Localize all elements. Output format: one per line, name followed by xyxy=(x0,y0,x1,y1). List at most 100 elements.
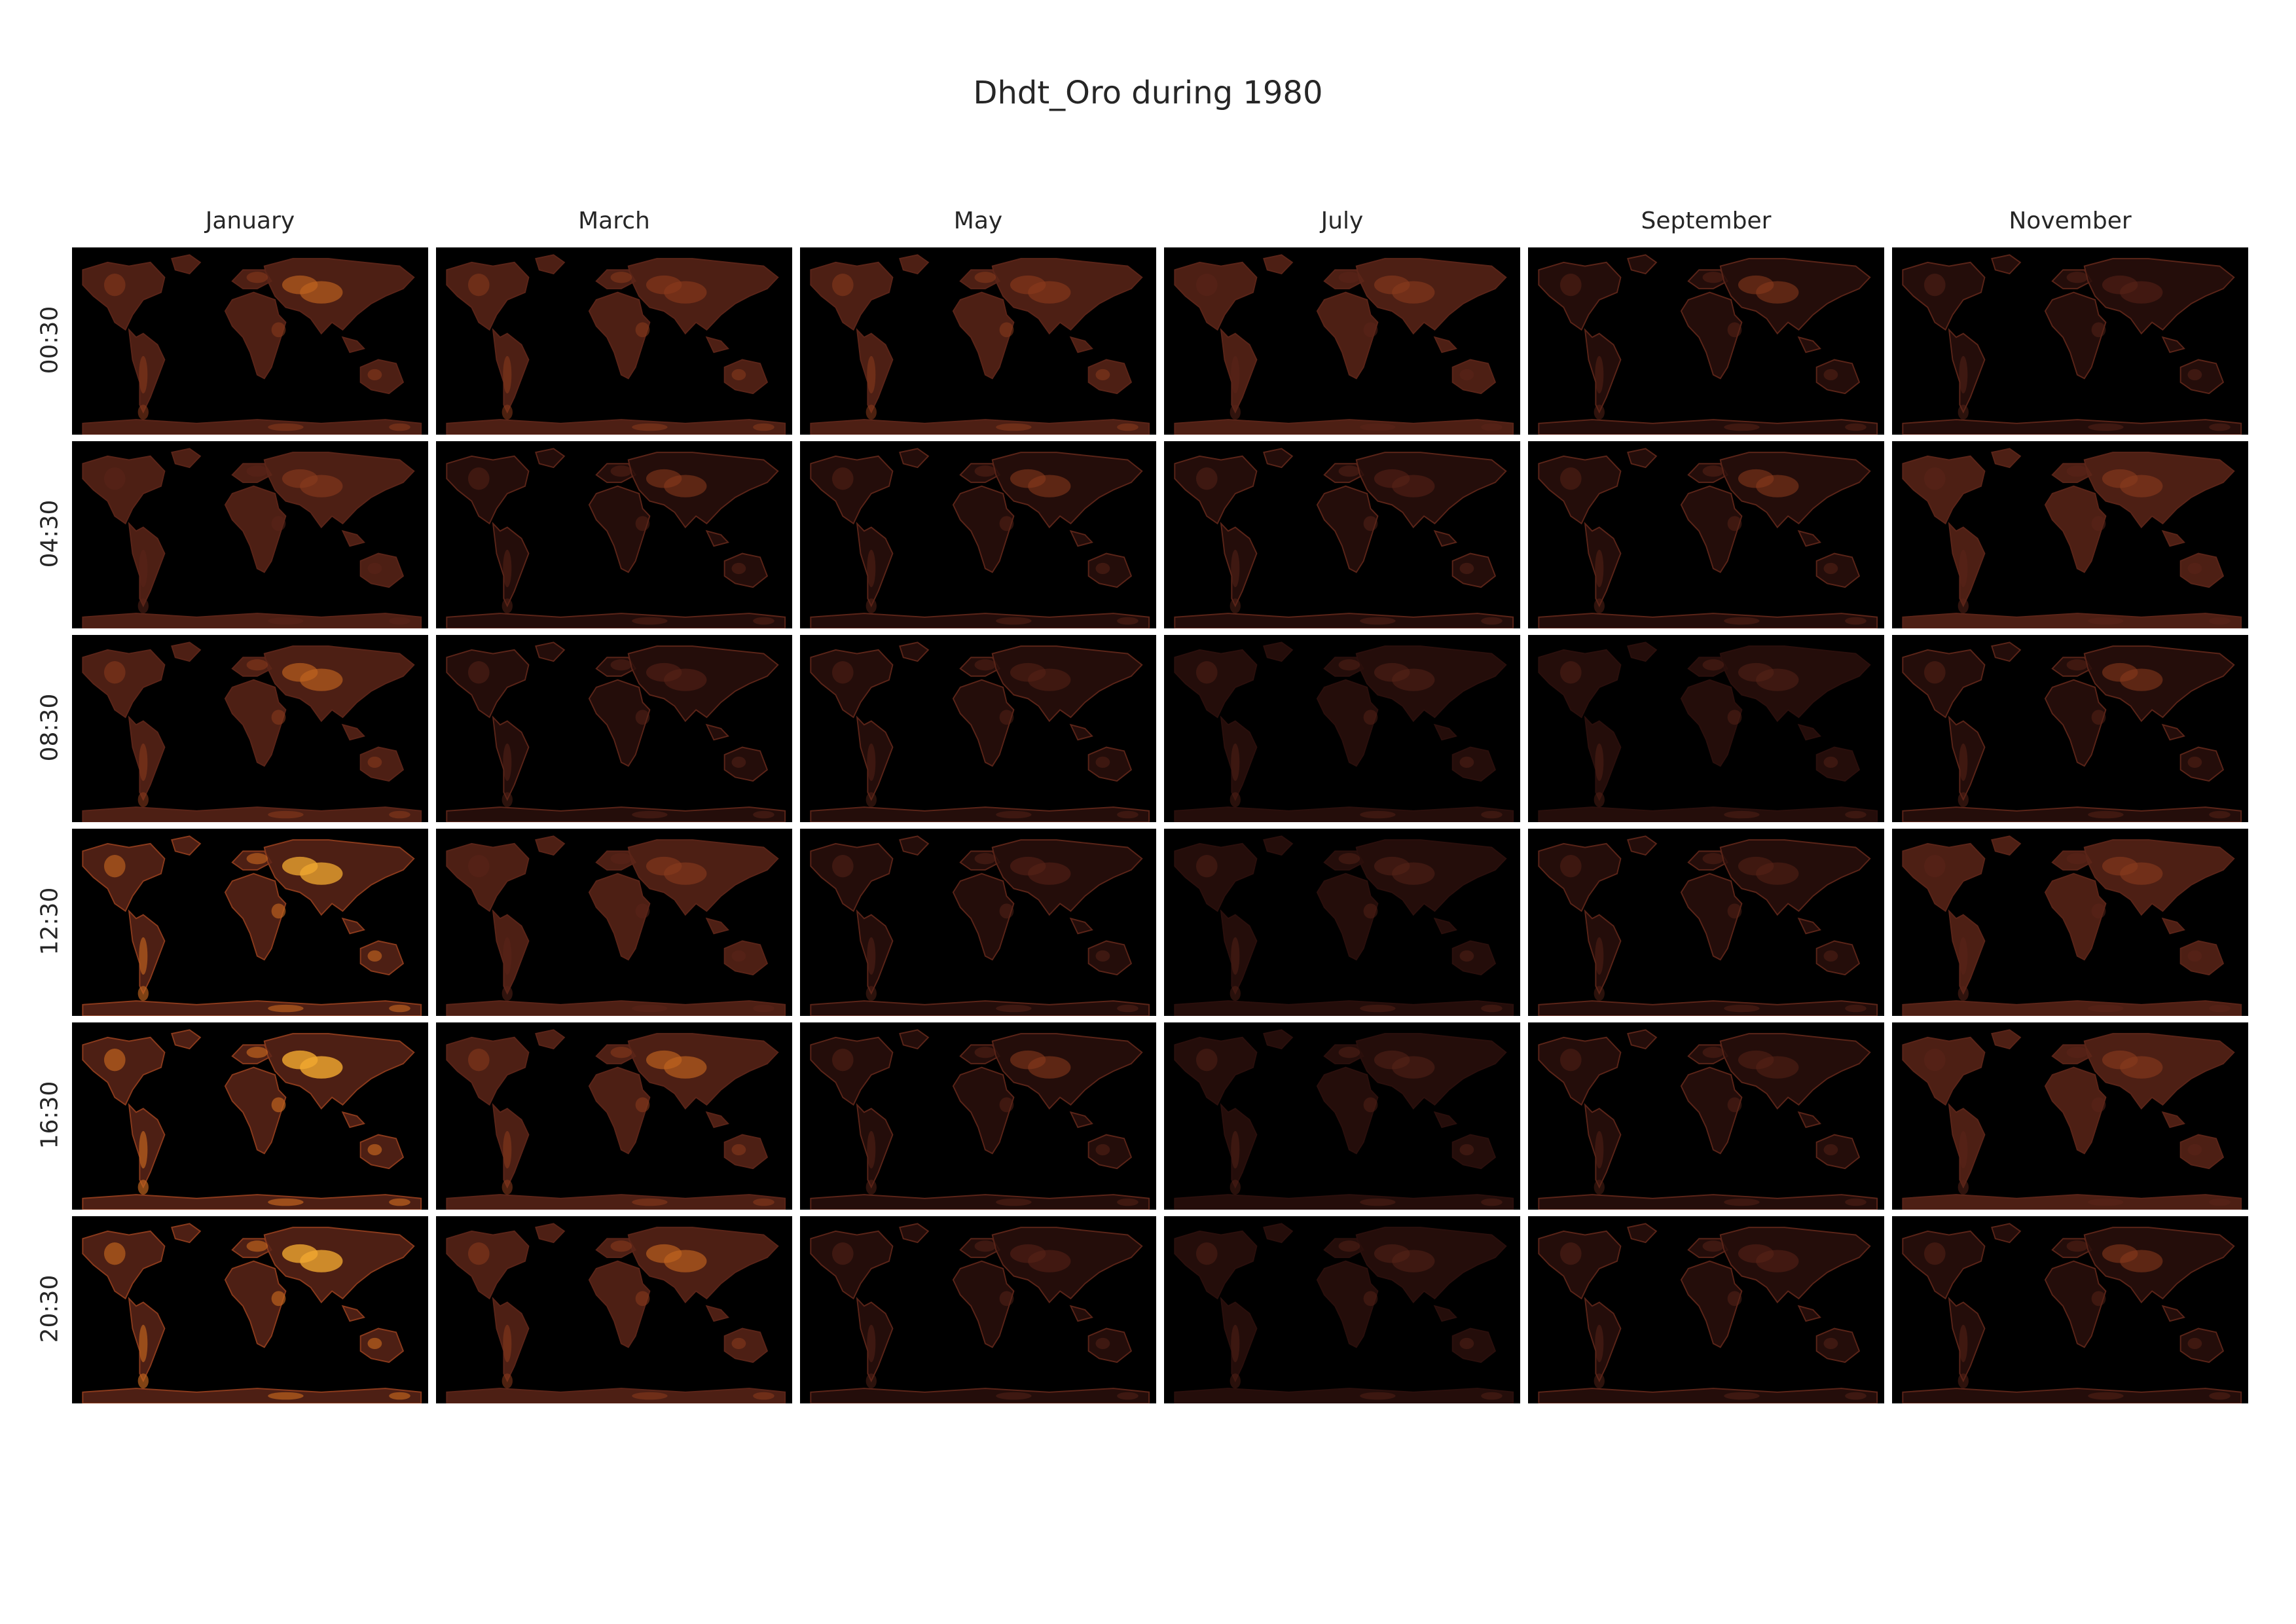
land-mass xyxy=(1680,679,1743,767)
intensity-spot xyxy=(1392,1250,1435,1272)
intensity-spot xyxy=(1959,355,1968,394)
intensity-spot xyxy=(2102,662,2138,682)
row-label: 08:30 xyxy=(16,694,79,762)
land-mass xyxy=(1538,1194,1878,1210)
land-mass xyxy=(810,1194,1150,1210)
intensity-spot xyxy=(1459,369,1474,381)
land-mass xyxy=(705,1111,729,1128)
world-map xyxy=(1174,1223,1514,1403)
land-mass xyxy=(1902,806,2242,822)
intensity-spot xyxy=(1338,272,1360,283)
land-mass xyxy=(1538,806,1878,822)
intensity-spot xyxy=(866,1180,877,1195)
land-mass xyxy=(1902,455,1986,525)
intensity-spot xyxy=(1702,272,1724,283)
intensity-spot xyxy=(1756,668,1799,691)
world-map xyxy=(1538,835,1878,1016)
land-mass xyxy=(1627,1223,1658,1244)
intensity-spot xyxy=(367,756,382,768)
map-panel xyxy=(1528,247,1884,435)
land-mass xyxy=(446,1000,786,1016)
intensity-spot xyxy=(753,617,774,625)
intensity-spot xyxy=(635,1097,650,1113)
land-mass xyxy=(171,1029,202,1050)
intensity-spot xyxy=(1559,855,1582,878)
land-mass xyxy=(588,1066,651,1155)
intensity-spot xyxy=(1230,1180,1241,1195)
world-map xyxy=(446,1223,786,1403)
intensity-spot xyxy=(1363,1097,1378,1113)
land-mass xyxy=(341,1305,365,1322)
land-mass xyxy=(705,917,729,935)
land-mass xyxy=(856,1297,894,1382)
intensity-spot xyxy=(1738,1050,1774,1070)
intensity-spot xyxy=(867,355,876,394)
world-map xyxy=(1902,1223,2242,1403)
land-mass xyxy=(359,1134,405,1170)
intensity-spot xyxy=(1845,617,1867,625)
map-panel xyxy=(72,635,428,822)
intensity-spot xyxy=(731,369,746,381)
land-mass xyxy=(723,359,769,395)
land-mass xyxy=(810,1388,1150,1403)
land-mass xyxy=(1355,1227,1507,1304)
intensity-spot xyxy=(1727,322,1742,338)
land-mass xyxy=(1433,336,1457,353)
land-mass xyxy=(952,291,1015,380)
intensity-spot xyxy=(467,1242,490,1265)
land-mass xyxy=(1627,835,1658,856)
land-mass xyxy=(224,485,287,573)
land-mass xyxy=(810,1230,894,1300)
land-mass xyxy=(1451,1327,1497,1363)
intensity-spot xyxy=(1595,355,1604,394)
intensity-spot xyxy=(610,659,632,671)
intensity-spot xyxy=(610,272,632,283)
land-mass xyxy=(1451,552,1497,588)
world-map xyxy=(1538,1029,1878,1210)
land-mass xyxy=(535,254,566,275)
intensity-spot xyxy=(1010,469,1046,488)
land-mass xyxy=(2044,291,2107,380)
column-label: January xyxy=(205,208,295,234)
intensity-spot xyxy=(610,853,632,865)
intensity-spot xyxy=(389,810,410,819)
land-mass xyxy=(1902,649,1986,719)
land-mass xyxy=(359,746,405,782)
land-mass xyxy=(1316,679,1379,767)
intensity-spot xyxy=(1594,405,1605,420)
intensity-spot xyxy=(103,467,126,490)
intensity-spot xyxy=(1958,1373,1969,1389)
land-mass xyxy=(1174,261,1258,331)
land-mass xyxy=(952,873,1015,961)
land-mass xyxy=(1627,448,1658,469)
intensity-spot xyxy=(467,274,490,297)
intensity-spot xyxy=(1231,743,1240,782)
world-map xyxy=(810,254,1150,435)
world-map xyxy=(1902,641,2242,822)
intensity-spot xyxy=(831,661,854,684)
land-mass xyxy=(810,842,894,912)
land-mass xyxy=(1263,1029,1294,1050)
land-mass xyxy=(1263,641,1294,662)
intensity-spot xyxy=(271,710,286,725)
intensity-spot xyxy=(1727,1291,1742,1307)
intensity-spot xyxy=(246,465,268,477)
land-mass xyxy=(1797,723,1821,741)
land-mass xyxy=(723,552,769,588)
intensity-spot xyxy=(389,1392,410,1400)
map-panel xyxy=(72,829,428,1016)
intensity-spot xyxy=(1392,668,1435,691)
world-map xyxy=(810,1223,1150,1403)
land-mass xyxy=(1584,1297,1622,1382)
intensity-spot xyxy=(282,662,318,682)
intensity-spot xyxy=(268,423,304,431)
map-panel xyxy=(800,829,1156,1016)
intensity-spot xyxy=(867,549,876,588)
intensity-spot xyxy=(389,617,410,625)
intensity-spot xyxy=(632,617,668,625)
map-panel xyxy=(1892,247,2248,435)
land-mass xyxy=(359,552,405,588)
intensity-spot xyxy=(731,756,746,768)
world-map xyxy=(1902,254,2242,435)
intensity-spot xyxy=(867,1130,876,1169)
